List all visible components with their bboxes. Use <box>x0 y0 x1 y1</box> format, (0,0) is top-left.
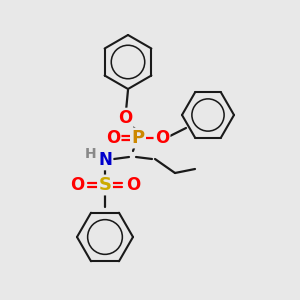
Text: O: O <box>70 176 84 194</box>
Text: O: O <box>106 129 120 147</box>
Text: H: H <box>85 147 97 161</box>
Text: S: S <box>98 176 112 194</box>
Text: O: O <box>126 176 140 194</box>
Text: O: O <box>118 109 132 127</box>
Text: O: O <box>155 129 169 147</box>
Text: P: P <box>131 129 145 147</box>
Text: N: N <box>98 151 112 169</box>
